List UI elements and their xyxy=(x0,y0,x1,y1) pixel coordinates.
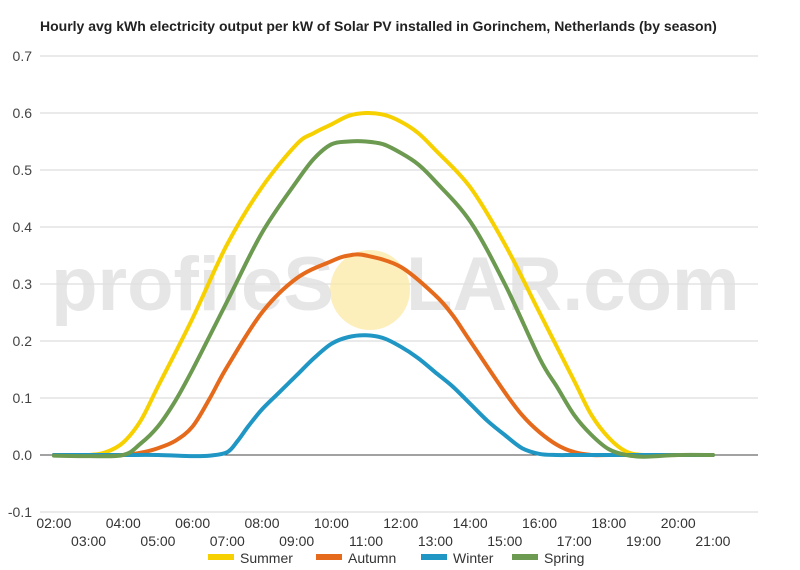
legend-swatch-autumn xyxy=(316,554,342,560)
x-tick-label: 13:00 xyxy=(418,533,453,549)
y-tick-label: 0.6 xyxy=(13,105,33,121)
x-tick-label: 10:00 xyxy=(314,515,349,531)
legend-label-spring: Spring xyxy=(544,550,584,566)
legend-label-winter: Winter xyxy=(453,550,494,566)
y-tick-label: 0.2 xyxy=(13,333,33,349)
legend: Summer Autumn Winter Spring xyxy=(208,550,584,566)
x-tick-label: 20:00 xyxy=(661,515,696,531)
legend-swatch-spring xyxy=(512,554,538,560)
watermark: profileS LAR.com xyxy=(51,242,740,330)
y-tick-label: 0.5 xyxy=(13,162,33,178)
x-tick-label: 07:00 xyxy=(210,533,245,549)
x-tick-label: 17:00 xyxy=(557,533,592,549)
x-tick-label: 08:00 xyxy=(244,515,279,531)
y-tick-label: 0.7 xyxy=(13,48,33,64)
x-tick-label: 19:00 xyxy=(626,533,661,549)
x-tick-label: 18:00 xyxy=(591,515,626,531)
legend-swatch-winter xyxy=(421,554,447,560)
legend-label-summer: Summer xyxy=(240,550,293,566)
x-tick-label: 04:00 xyxy=(106,515,141,531)
chart-title: Hourly avg kWh electricity output per kW… xyxy=(40,18,717,34)
series-line-summer xyxy=(51,110,715,458)
y-tick-label: 0.3 xyxy=(13,276,33,292)
x-tick-label: 03:00 xyxy=(71,533,106,549)
legend-label-autumn: Autumn xyxy=(348,550,396,566)
watermark-sun-circle xyxy=(330,250,410,330)
x-tick-label: 15:00 xyxy=(487,533,522,549)
x-tick-label: 12:00 xyxy=(383,515,418,531)
legend-swatch-summer xyxy=(208,554,234,560)
x-tick-label: 11:00 xyxy=(349,533,383,549)
x-tick-label: 05:00 xyxy=(140,533,175,549)
y-tick-label: 0.1 xyxy=(13,390,33,406)
y-tick-label: 0.4 xyxy=(13,219,33,235)
series-line-winter xyxy=(51,333,715,459)
x-tick-label: 21:00 xyxy=(695,533,730,549)
x-tick-label: 02:00 xyxy=(36,515,71,531)
y-tick-label: 0.0 xyxy=(13,447,33,463)
x-tick-label: 06:00 xyxy=(175,515,210,531)
x-tick-label: 14:00 xyxy=(453,515,488,531)
x-tick-label: 16:00 xyxy=(522,515,557,531)
series-line-spring xyxy=(51,139,715,459)
y-tick-label: -0.1 xyxy=(8,504,32,520)
watermark-text-right: LAR.com xyxy=(406,242,740,327)
x-tick-label: 09:00 xyxy=(279,533,314,549)
